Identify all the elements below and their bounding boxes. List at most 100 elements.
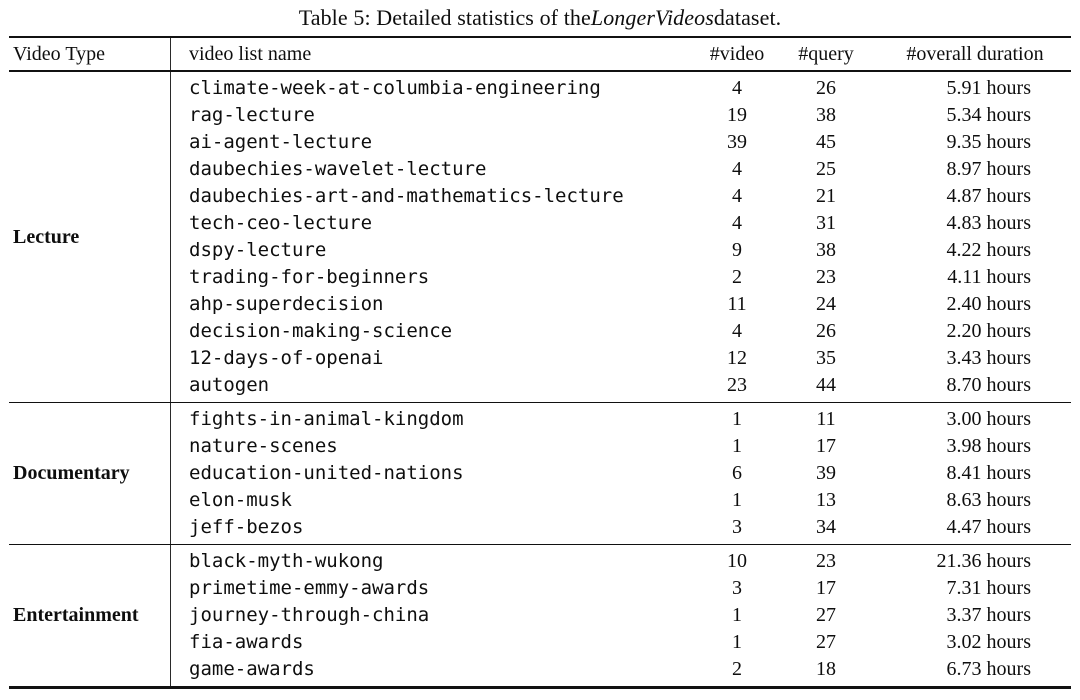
query-count: 38 <box>816 104 836 126</box>
video-count: 6 <box>732 462 742 484</box>
video-count: 4 <box>732 320 742 342</box>
video-list-name: tech-ceo-lecture <box>189 212 373 234</box>
video-count: 2 <box>732 658 742 680</box>
video-type-label: Lecture <box>9 72 171 402</box>
video-list-name: 12-days-of-openai <box>189 347 384 369</box>
header-query-count: #query <box>798 42 854 65</box>
dataset-name: LongerVideos <box>590 5 714 30</box>
overall-duration: 2.40 hours <box>946 293 1031 315</box>
video-count: 1 <box>732 408 742 430</box>
query-count: 35 <box>816 347 836 369</box>
video-list-name: nature-scenes <box>189 435 338 457</box>
video-count: 4 <box>732 212 742 234</box>
query-count: 31 <box>816 212 836 234</box>
overall-duration: 5.34 hours <box>946 104 1031 126</box>
video-count: 1 <box>732 604 742 626</box>
video-count: 12 <box>727 347 747 369</box>
query-count: 13 <box>816 489 836 511</box>
video-list-name: education-united-nations <box>189 462 464 484</box>
video-count: 3 <box>732 577 742 599</box>
query-count: 34 <box>816 516 836 538</box>
table-row: daubechies-art-and-mathematics-lecture 4 2… <box>171 183 1071 210</box>
video-list-name: primetime-emmy-awards <box>189 577 430 599</box>
table-row: tech-ceo-lecture 4 31 4.83 hours <box>171 210 1071 237</box>
overall-duration: 3.02 hours <box>946 631 1031 653</box>
overall-duration: 5.91 hours <box>946 77 1031 99</box>
table-row: journey-through-china 1 27 3.37 hours <box>171 602 1071 629</box>
table-row: nature-scenes 1 17 3.98 hours <box>171 433 1071 460</box>
query-count: 23 <box>816 550 836 572</box>
table-row: climate-week-at-columbia-engineering 4 26 5… <box>171 75 1071 102</box>
table-row: education-united-nations 6 39 8.41 hours <box>171 460 1071 487</box>
query-count: 25 <box>816 158 836 180</box>
section-rows: fights-in-animal-kingdom 1 11 3.00 hours na… <box>171 403 1071 544</box>
header-video-type: Video Type <box>9 38 171 70</box>
video-type-label: Entertainment <box>9 545 171 686</box>
video-list-name: daubechies-art-and-mathematics-lecture <box>189 185 624 207</box>
query-count: 44 <box>816 374 836 396</box>
table-row: decision-making-science 4 26 2.20 hours <box>171 318 1071 345</box>
header-overall-duration: #overall duration <box>906 42 1044 65</box>
video-list-name: black-myth-wukong <box>189 550 384 572</box>
query-count: 45 <box>816 131 836 153</box>
video-list-name: daubechies-wavelet-lecture <box>189 158 487 180</box>
video-count: 3 <box>732 516 742 538</box>
video-list-name: jeff-bezos <box>189 516 304 538</box>
overall-duration: 4.83 hours <box>946 212 1031 234</box>
video-list-name: ai-agent-lecture <box>189 131 373 153</box>
table-row: 12-days-of-openai 12 35 3.43 hours <box>171 345 1071 372</box>
video-list-name: trading-for-beginners <box>189 266 430 288</box>
section-rows: climate-week-at-columbia-engineering 4 26 5… <box>171 72 1071 402</box>
section-rows: black-myth-wukong 10 23 21.36 hours primeti… <box>171 545 1071 686</box>
table-row: game-awards 2 18 6.73 hours <box>171 656 1071 683</box>
video-count: 11 <box>727 293 747 315</box>
header-video-count: #video <box>709 42 765 65</box>
table-row: primetime-emmy-awards 3 17 7.31 hours <box>171 575 1071 602</box>
table-row: daubechies-wavelet-lecture 4 25 8.97 hours <box>171 156 1071 183</box>
overall-duration: 3.37 hours <box>946 604 1031 626</box>
overall-duration: 3.98 hours <box>946 435 1031 457</box>
overall-duration: 4.47 hours <box>946 516 1031 538</box>
table-row: rag-lecture 19 38 5.34 hours <box>171 102 1071 129</box>
query-count: 26 <box>816 77 836 99</box>
video-count: 19 <box>727 104 747 126</box>
table-row: black-myth-wukong 10 23 21.36 hours <box>171 548 1071 575</box>
overall-duration: 4.22 hours <box>946 239 1031 261</box>
video-count: 23 <box>727 374 747 396</box>
table-row: elon-musk 1 13 8.63 hours <box>171 487 1071 514</box>
overall-duration: 8.70 hours <box>946 374 1031 396</box>
section-lecture: Lecture climate-week-at-columbia-enginee… <box>9 72 1071 403</box>
table-row: dspy-lecture 9 38 4.22 hours <box>171 237 1071 264</box>
video-count: 39 <box>727 131 747 153</box>
video-count: 1 <box>732 631 742 653</box>
query-count: 23 <box>816 266 836 288</box>
video-count: 2 <box>732 266 742 288</box>
overall-duration: 3.43 hours <box>946 347 1031 369</box>
table-caption: Table 5: Detailed statistics of the Long… <box>0 0 1080 36</box>
query-count: 27 <box>816 604 836 626</box>
section-documentary: Documentary fights-in-animal-kingdom 1 11 3… <box>9 403 1071 545</box>
query-count: 24 <box>816 293 836 315</box>
query-count: 17 <box>816 577 836 599</box>
overall-duration: 8.63 hours <box>946 489 1031 511</box>
table-row: fia-awards 1 27 3.02 hours <box>171 629 1071 656</box>
video-list-name: game-awards <box>189 658 315 680</box>
table-row: autogen 23 44 8.70 hours <box>171 372 1071 399</box>
video-count: 9 <box>732 239 742 261</box>
video-list-name: autogen <box>189 374 270 396</box>
video-list-name: climate-week-at-columbia-engineering <box>189 77 601 99</box>
statistics-table: Video Type video list name #video #query… <box>9 36 1071 689</box>
video-count: 1 <box>732 435 742 457</box>
video-list-name: rag-lecture <box>189 104 315 126</box>
query-count: 21 <box>816 185 836 207</box>
section-entertainment: Entertainment black-myth-wukong 10 23 21.36… <box>9 545 1071 686</box>
table-header-row: Video Type video list name #video #query… <box>9 38 1071 72</box>
video-count: 10 <box>727 550 747 572</box>
video-count: 1 <box>732 489 742 511</box>
video-count: 4 <box>732 77 742 99</box>
query-count: 17 <box>816 435 836 457</box>
overall-duration: 4.87 hours <box>946 185 1031 207</box>
overall-duration: 21.36 hours <box>936 550 1031 572</box>
query-count: 39 <box>816 462 836 484</box>
